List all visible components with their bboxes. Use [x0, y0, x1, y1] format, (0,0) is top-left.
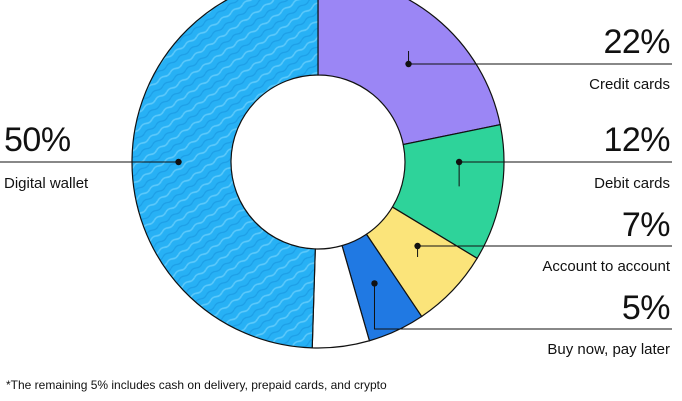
category-label-account-to-account: Account to account: [542, 258, 670, 275]
category-label-credit-cards: Credit cards: [589, 76, 670, 93]
percent-label-account-to-account: 7%: [622, 206, 670, 244]
slice-credit-cards: [317, 0, 501, 146]
slice-digital-wallet: [131, 0, 319, 349]
category-label-digital-wallet: Digital wallet: [4, 175, 89, 192]
category-label-buy-now-pay-later: Buy now, pay later: [547, 341, 670, 358]
marker-dot-buy-now-pay-later: [371, 280, 378, 287]
percent-label-digital-wallet: 50%: [4, 121, 71, 159]
leader-line-buy-now-pay-later: [373, 283, 672, 330]
annotation-account-to-account: 7% Account to account: [414, 206, 672, 275]
annotation-debit-cards: 12% Debit cards: [455, 121, 672, 192]
category-label-debit-cards: Debit cards: [594, 175, 670, 192]
marker-dot-digital-wallet: [175, 158, 182, 166]
percent-label-debit-cards: 12%: [603, 121, 670, 159]
footnote: *The remaining 5% includes cash on deliv…: [6, 378, 387, 392]
percent-label-credit-cards: 22%: [603, 23, 670, 61]
annotation-buy-now-pay-later: 5% Buy now, pay later: [371, 280, 672, 358]
marker-dot-credit-cards: [405, 60, 412, 68]
annotation-digital-wallet: 50% Digital wallet: [0, 121, 182, 192]
percent-label-buy-now-pay-later: 5%: [622, 289, 670, 327]
annotation-credit-cards: 22% Credit cards: [405, 23, 672, 93]
marker-dot-debit-cards: [455, 158, 463, 166]
marker-dot-account-to-account: [414, 242, 421, 250]
